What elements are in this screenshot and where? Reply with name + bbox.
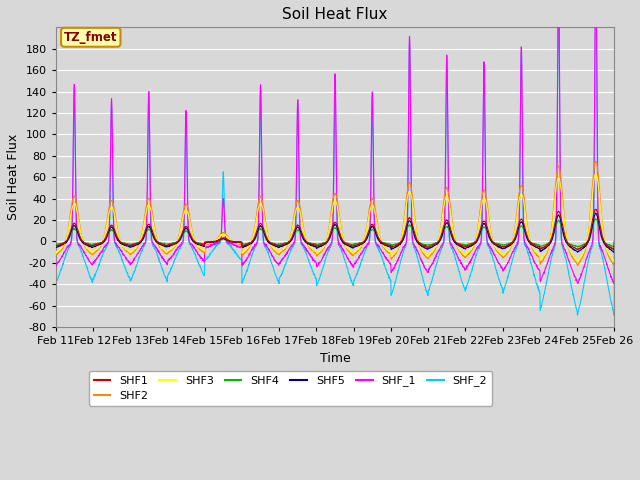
Legend: SHF1, SHF2, SHF3, SHF4, SHF5, SHF_1, SHF_2: SHF1, SHF2, SHF3, SHF4, SHF5, SHF_1, SHF… xyxy=(89,371,492,406)
Y-axis label: Soil Heat Flux: Soil Heat Flux xyxy=(7,134,20,220)
X-axis label: Time: Time xyxy=(319,352,351,365)
Title: Soil Heat Flux: Soil Heat Flux xyxy=(282,7,388,22)
Text: TZ_fmet: TZ_fmet xyxy=(64,31,118,44)
